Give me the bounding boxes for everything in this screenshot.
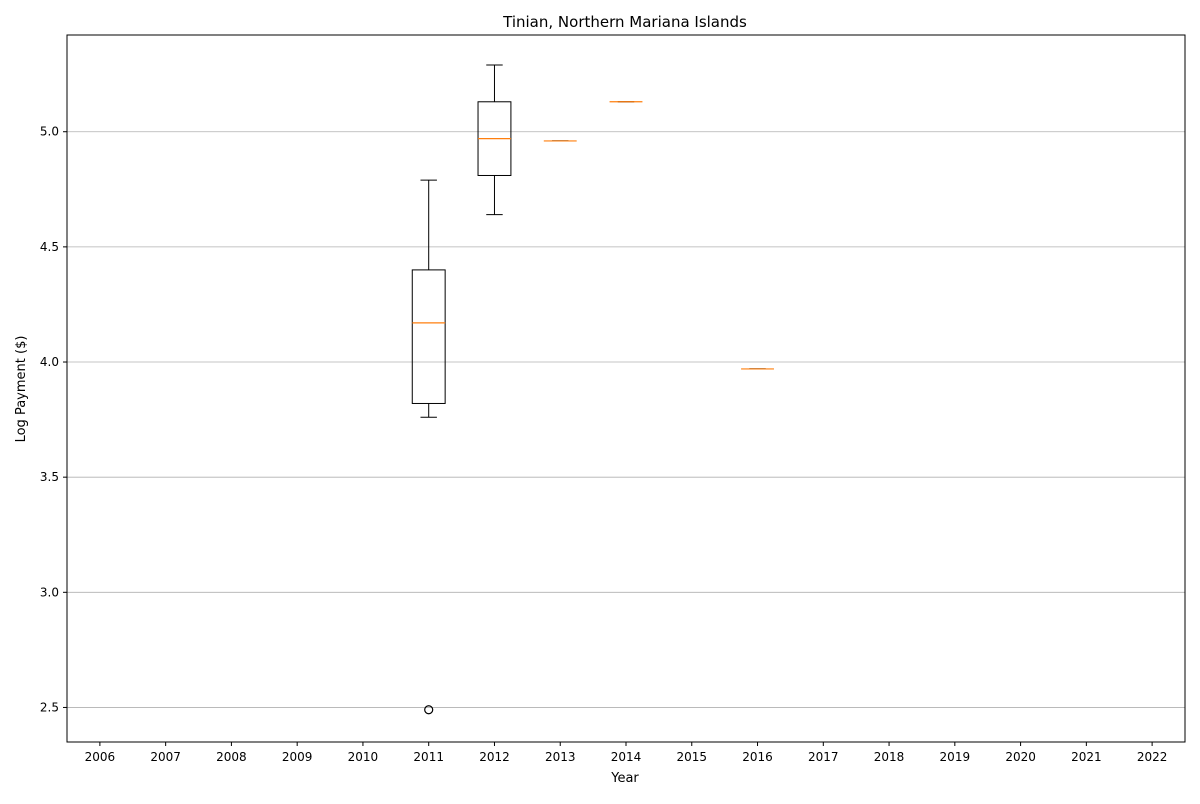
x-tick-label: 2013 <box>545 750 576 764</box>
x-tick-label: 2020 <box>1005 750 1036 764</box>
x-tick-label: 2016 <box>742 750 773 764</box>
x-tick-label: 2012 <box>479 750 510 764</box>
y-tick-label: 3.0 <box>40 585 59 599</box>
x-tick-label: 2010 <box>348 750 379 764</box>
chart-title: Tinian, Northern Mariana Islands <box>502 13 747 31</box>
x-tick-label: 2014 <box>611 750 642 764</box>
y-tick-label: 5.0 <box>40 125 59 139</box>
grid-lines <box>67 131 1185 708</box>
x-tick-label: 2007 <box>150 750 181 764</box>
x-tick-label: 2011 <box>413 750 444 764</box>
x-tick-label: 2019 <box>940 750 971 764</box>
outlier-point <box>424 705 434 715</box>
y-axis-label: Log Payment ($) <box>14 336 29 443</box>
x-tick-label: 2022 <box>1137 750 1168 764</box>
iqr-box <box>411 269 446 404</box>
y-tick-label: 2.5 <box>40 700 59 714</box>
x-tick-label: 2017 <box>808 750 839 764</box>
box-2011 <box>411 179 446 715</box>
x-tick-label: 2009 <box>282 750 313 764</box>
axes: 2.5 3.0 3.5 4.0 4.5 5.0 2006 2007 2008 2009 2010 20… <box>40 34 1186 764</box>
x-tick-label: 2018 <box>874 750 905 764</box>
y-tick-label: 3.5 <box>40 470 59 484</box>
y-tick-label: 4.0 <box>40 355 59 369</box>
x-tick-label: 2006 <box>85 750 116 764</box>
box-2012 <box>477 64 512 216</box>
plot-frame <box>66 34 1186 743</box>
box-series <box>411 64 774 715</box>
x-axis-label: Year <box>610 771 639 786</box>
x-tick-label: 2008 <box>216 750 247 764</box>
y-tick-label: 4.5 <box>40 240 59 254</box>
x-tick-label: 2015 <box>676 750 707 764</box>
x-tick-label: 2021 <box>1071 750 1102 764</box>
